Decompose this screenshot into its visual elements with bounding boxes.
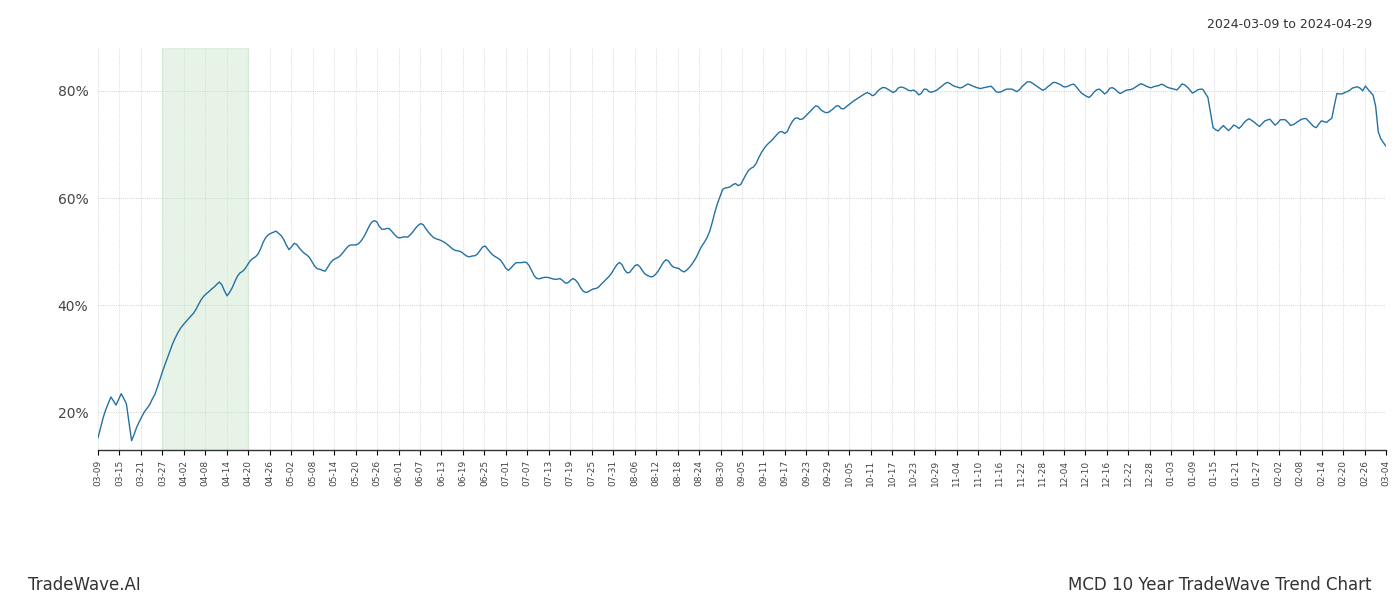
Text: 2024-03-09 to 2024-04-29: 2024-03-09 to 2024-04-29	[1207, 18, 1372, 31]
Text: MCD 10 Year TradeWave Trend Chart: MCD 10 Year TradeWave Trend Chart	[1068, 576, 1372, 594]
Text: TradeWave.AI: TradeWave.AI	[28, 576, 141, 594]
Bar	[162, 48, 248, 450]
